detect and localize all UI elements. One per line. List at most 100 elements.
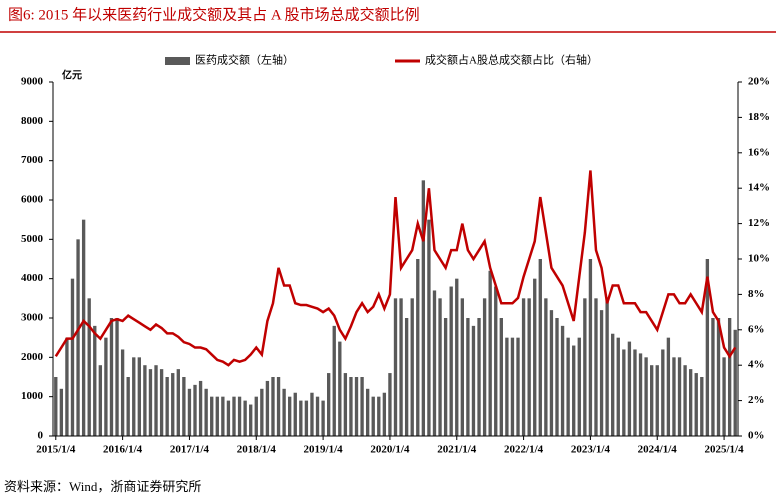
- bar: [232, 396, 236, 436]
- y2-tick-label: 2%: [748, 394, 765, 406]
- y2-tick-label: 10%: [748, 253, 770, 265]
- bar: [722, 357, 726, 436]
- bar: [120, 349, 125, 436]
- bar: [549, 310, 554, 436]
- bar: [432, 290, 437, 436]
- chart-title: 图6: 2015 年以来医药行业成交额及其占 A 股市场总成交额比例: [8, 5, 420, 23]
- bar: [727, 318, 732, 436]
- bar: [588, 259, 593, 436]
- bar: [399, 298, 403, 436]
- y-tick-label: 9000: [21, 76, 44, 88]
- x-tick-label: 2020/1/4: [370, 444, 410, 456]
- legend-swatch: [165, 57, 190, 65]
- bar: [349, 377, 353, 436]
- bar: [126, 377, 130, 436]
- bar: [132, 357, 136, 436]
- x-tick-label: 2024/1/4: [638, 444, 678, 456]
- bar: [254, 396, 258, 436]
- bar: [471, 325, 476, 436]
- bar: [438, 298, 442, 436]
- bar: [59, 388, 64, 436]
- bar: [683, 365, 687, 436]
- bar: [611, 333, 615, 436]
- bar: [677, 357, 682, 436]
- bar: [210, 396, 214, 436]
- bar: [171, 373, 175, 436]
- bar: [148, 369, 153, 436]
- bar: [633, 349, 637, 436]
- bar: [176, 369, 180, 436]
- y2-tick-label: 6%: [748, 323, 765, 335]
- bar: [427, 219, 431, 436]
- bar: [583, 298, 587, 436]
- y2-tick-label: 18%: [748, 111, 770, 123]
- bar: [76, 239, 80, 436]
- bar: [410, 298, 414, 436]
- bar: [388, 373, 392, 436]
- bar: [288, 396, 292, 436]
- y2-tick-label: 16%: [748, 146, 770, 158]
- bar: [87, 298, 91, 436]
- bar: [393, 298, 398, 436]
- bar: [226, 400, 231, 436]
- bar: [165, 377, 169, 436]
- bar: [338, 341, 342, 436]
- bar: [527, 298, 531, 436]
- bar: [538, 259, 542, 436]
- bar: [616, 337, 620, 436]
- bar: [70, 278, 75, 436]
- bar: [276, 377, 281, 436]
- bar: [360, 377, 364, 436]
- bar: [321, 400, 325, 436]
- bar: [516, 337, 520, 436]
- x-tick-label: 2019/1/4: [304, 444, 344, 456]
- bar: [672, 357, 676, 436]
- bar: [694, 373, 698, 436]
- source: 资料来源：Wind，浙商证券研究所: [4, 479, 201, 494]
- bar: [705, 259, 710, 436]
- bar: [243, 400, 247, 436]
- bar: [265, 380, 270, 436]
- bar: [293, 392, 297, 436]
- bar: [221, 396, 225, 436]
- bar: [304, 400, 309, 436]
- bar: [594, 298, 598, 436]
- bar: [271, 377, 275, 436]
- legend-label: 医药成交额（左轴）: [195, 53, 294, 67]
- x-tick-label: 2022/1/4: [504, 444, 544, 456]
- bar: [215, 396, 219, 436]
- bar: [315, 396, 320, 436]
- bar: [282, 388, 286, 436]
- bar: [477, 318, 481, 436]
- bar: [544, 298, 548, 436]
- x-tick-label: 2015/1/4: [36, 444, 76, 456]
- bar: [499, 318, 503, 436]
- bar: [716, 318, 721, 436]
- bar: [365, 388, 370, 436]
- bar: [377, 396, 381, 436]
- bar: [54, 377, 58, 436]
- x-tick-label: 2018/1/4: [237, 444, 277, 456]
- y2-tick-label: 12%: [748, 217, 770, 229]
- line: [54, 170, 737, 367]
- bar: [159, 369, 164, 436]
- bar: [249, 404, 253, 436]
- bar: [599, 310, 604, 436]
- bar: [327, 373, 331, 436]
- bar: [700, 377, 704, 436]
- bar: [460, 298, 464, 436]
- y-tick-label: 2000: [21, 351, 44, 363]
- bar: [488, 270, 492, 436]
- y-unit: 亿元: [62, 68, 82, 81]
- bar: [65, 337, 69, 436]
- bar: [143, 365, 147, 436]
- legend-label: 成交额占A股总成交额占比（右轴）: [425, 53, 598, 67]
- bar: [638, 353, 643, 436]
- bar: [560, 325, 565, 436]
- bar: [644, 357, 648, 436]
- bar: [688, 369, 693, 436]
- y2-tick-label: 8%: [748, 288, 765, 300]
- bar: [494, 286, 498, 436]
- bar: [310, 392, 314, 436]
